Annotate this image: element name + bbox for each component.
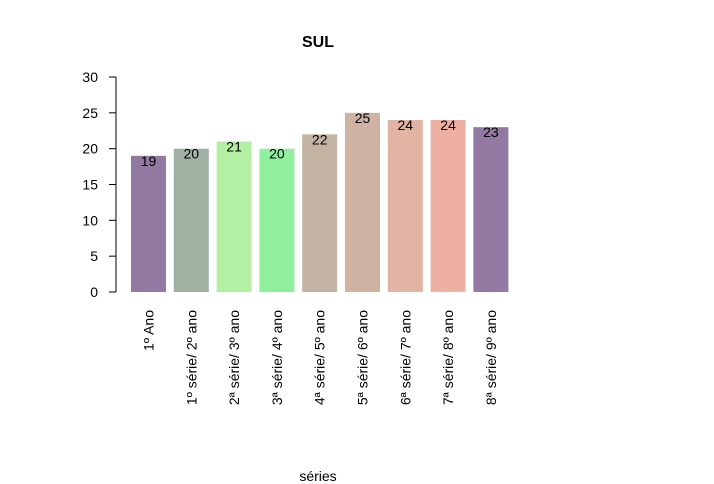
x-tick-label: 7ª série/ 8º ano	[440, 310, 456, 405]
bar-value-label: 25	[355, 110, 371, 126]
bar	[259, 148, 295, 292]
chart-title: SUL	[302, 34, 334, 51]
x-axis-label: séries	[299, 468, 336, 484]
bar	[430, 120, 466, 292]
bar-value-label: 24	[440, 117, 456, 133]
bar	[216, 141, 252, 292]
x-tick-label: 1º série/ 2º ano	[183, 310, 199, 405]
y-tick-label: 15	[82, 177, 98, 193]
y-tick-label: 25	[82, 105, 98, 121]
y-tick-label: 10	[82, 212, 98, 228]
y-tick-label: 30	[82, 69, 98, 85]
y-axis: 0 5 10 15 20 25 30	[82, 69, 117, 300]
x-tick-label: 5ª série/ 6º ano	[355, 310, 371, 405]
bar-value-label: 21	[226, 139, 242, 155]
y-tick-label: 5	[90, 248, 98, 264]
bar-value-label: 24	[398, 117, 414, 133]
bar-value-label: 20	[269, 146, 285, 162]
x-tick-label: 4ª série/ 5º ano	[312, 310, 328, 405]
bar-value-label: 22	[312, 131, 328, 147]
bar	[345, 112, 380, 292]
bar-value-label: 19	[141, 153, 157, 169]
value-labels-group: 19 20 21 20 22 25 24 24 23	[141, 110, 499, 169]
x-tick-label: 2ª série/ 3º ano	[226, 310, 242, 405]
bar	[173, 148, 209, 292]
bars-group	[131, 112, 509, 292]
bar	[473, 127, 509, 292]
x-tick-label: 1º Ano	[141, 310, 157, 351]
y-tick-label: 20	[82, 141, 98, 157]
x-tick-label: 6ª série/ 7º ano	[397, 310, 413, 405]
x-tick-labels-group: 1º Ano 1º série/ 2º ano 2ª série/ 3º ano 3ª…	[141, 310, 499, 405]
y-tick-label: 0	[90, 284, 98, 300]
bar	[387, 120, 423, 292]
x-tick-label: 3ª série/ 4º ano	[269, 310, 285, 405]
bar-value-label: 20	[184, 146, 200, 162]
x-tick-label: 8ª série/ 9º ano	[483, 310, 499, 405]
bar	[302, 134, 338, 292]
bar	[131, 155, 166, 292]
bar-value-label: 23	[483, 124, 499, 140]
